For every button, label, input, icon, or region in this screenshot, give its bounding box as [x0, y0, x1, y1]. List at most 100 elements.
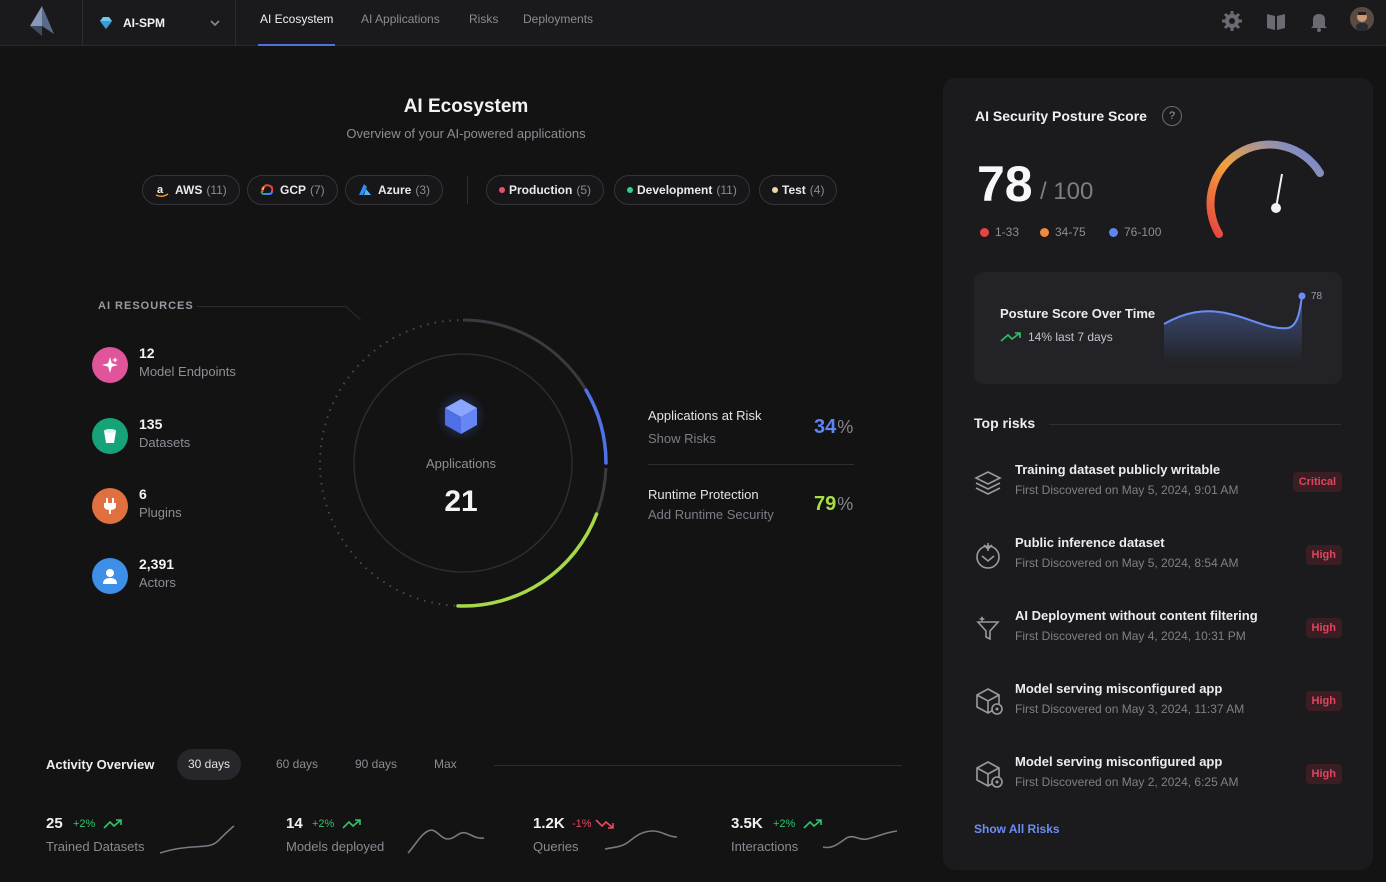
apps-at-risk-percent: 34%: [814, 416, 854, 438]
trend-up-icon: [342, 819, 361, 829]
risk-date: First Discovered on May 5, 2024, 8:54 AM: [1015, 556, 1239, 570]
chip-divider: [467, 176, 468, 204]
logo-icon[interactable]: [28, 4, 56, 38]
applications-ring: [319, 318, 608, 608]
resource-model-endpoints[interactable]: 12 Model Endpoints: [92, 345, 292, 385]
metric-label: Interactions: [731, 839, 799, 854]
activity-title: Activity Overview: [46, 757, 155, 772]
metric-change: +2%: [73, 818, 96, 830]
gauge-arc: [1206, 140, 1324, 238]
metric-trained-datasets: 25 +2% Trained Datasets: [46, 815, 241, 859]
gauge-pivot: [1271, 203, 1281, 213]
resource-count: 6: [139, 486, 147, 502]
filter-chip-development[interactable]: Development (11): [614, 175, 750, 205]
metric-value: 25: [46, 815, 63, 832]
resource-datasets[interactable]: 135 Datasets: [92, 416, 292, 456]
nav-divider: [82, 0, 83, 46]
risk-title: Model serving misconfigured app: [1015, 681, 1223, 696]
posture-title: AI Security Posture Score: [975, 108, 1147, 124]
cube-gear-icon: [976, 761, 1003, 788]
resource-label: Datasets: [139, 435, 191, 450]
applications-label: Applications: [425, 456, 497, 471]
filter-chip-gcp[interactable]: GCP (7): [247, 175, 338, 205]
metric-label: Queries: [533, 839, 579, 854]
risk-title: Training dataset publicly writable: [1015, 462, 1221, 477]
resource-label: Model Endpoints: [139, 364, 236, 379]
risk-arc: [584, 388, 608, 465]
gauge-needle: [1275, 173, 1283, 209]
tab-ai-applications[interactable]: AI Applications: [361, 12, 440, 26]
legend-medium: 34-75: [1040, 225, 1086, 239]
risk-item[interactable]: AI Deployment without content filtering …: [970, 608, 1342, 652]
filter-chip-production[interactable]: Production (5): [486, 175, 604, 205]
legend-dot: [1109, 227, 1118, 237]
resources-heading: AI RESOURCES: [98, 300, 194, 312]
trend-title: Posture Score Over Time: [1000, 306, 1156, 321]
filter-chip-test[interactable]: Test (4): [759, 175, 838, 205]
tab-deployments[interactable]: Deployments: [523, 12, 594, 26]
legend-dot: [980, 227, 989, 237]
tab-ai-ecosystem[interactable]: AI Ecosystem: [257, 0, 336, 46]
show-all-risks-link[interactable]: Show All Risks: [974, 822, 1060, 836]
range-30-days[interactable]: 30 days: [177, 749, 242, 780]
legend-high: 76-100: [1109, 225, 1161, 239]
trend-up-icon: [1000, 332, 1021, 342]
applications-count: 21: [444, 485, 478, 518]
resource-actors[interactable]: 2,391 Actors: [92, 556, 292, 596]
show-risks-link[interactable]: Show Risks: [648, 431, 716, 446]
filter-icon: [976, 616, 1000, 641]
ring-inner-track: [353, 353, 573, 573]
risk-item[interactable]: Model serving misconfigured app First Di…: [970, 754, 1342, 798]
add-runtime-security-link[interactable]: Add Runtime Security: [648, 507, 774, 522]
help-icon[interactable]: ?: [1162, 106, 1182, 126]
book-icon[interactable]: [1264, 9, 1288, 33]
aws-icon: a: [155, 184, 169, 197]
metric-models-deployed: 14 +2% Models deployed: [286, 815, 486, 859]
trend-subtitle: 14% last 7 days: [1028, 330, 1113, 344]
posture-gauge: [1206, 140, 1324, 238]
risk-title: Public inference dataset: [1015, 535, 1165, 550]
top-navigation: AI-SPM AI Ecosystem AI Applications Risk…: [0, 0, 1386, 46]
page-subtitle: Overview of your AI-powered applications: [346, 126, 586, 141]
inference-icon: [976, 543, 1000, 569]
resource-label: Plugins: [139, 505, 182, 520]
range-90-days[interactable]: 90 days: [355, 757, 398, 771]
range-max[interactable]: Max: [434, 757, 457, 771]
resource-plugins[interactable]: 6 Plugins: [92, 486, 292, 526]
metric-change: +2%: [773, 818, 796, 830]
gear-icon[interactable]: [1220, 9, 1244, 33]
risk-title: Model serving misconfigured app: [1015, 754, 1223, 769]
runtime-arc: [456, 512, 599, 608]
posture-trend-chart: [1163, 292, 1306, 362]
production-dot: [499, 187, 505, 193]
runtime-protection-percent: 79%: [814, 493, 854, 515]
cube-icon: [436, 391, 486, 441]
resource-count: 2,391: [139, 556, 175, 572]
tab-risks[interactable]: Risks: [469, 12, 499, 26]
product-switcher[interactable]: AI-SPM: [98, 10, 222, 36]
avatar[interactable]: [1350, 7, 1374, 31]
metric-label: Trained Datasets: [46, 839, 145, 854]
trend-down-icon: [595, 819, 614, 829]
trend-up-icon: [103, 819, 122, 829]
risk-item[interactable]: Public inference dataset First Discovere…: [970, 535, 1342, 579]
risk-title: AI Deployment without content filtering: [1015, 608, 1258, 623]
metric-value: 14: [286, 815, 303, 832]
severity-badge: High: [1305, 764, 1342, 784]
metric-value: 3.5K: [731, 815, 763, 832]
gcp-icon: [260, 184, 274, 195]
risk-item[interactable]: Training dataset publicly writable First…: [970, 462, 1342, 506]
trend-end-point: [1298, 292, 1306, 300]
stat-title: Applications at Risk: [648, 408, 762, 423]
azure-icon: [359, 184, 371, 195]
legend-low: 1-33: [980, 225, 1019, 239]
risk-item[interactable]: Model serving misconfigured app First Di…: [970, 681, 1342, 725]
sparkline: [822, 830, 898, 849]
range-60-days[interactable]: 60 days: [276, 757, 319, 771]
resource-label: Actors: [139, 575, 176, 590]
sparkle-icon: [92, 347, 128, 383]
top-risks-divider: [1049, 424, 1341, 425]
filter-chip-aws[interactable]: a AWS (11): [142, 175, 240, 205]
filter-chip-azure[interactable]: Azure (3): [345, 175, 444, 205]
bell-icon[interactable]: [1307, 9, 1331, 33]
